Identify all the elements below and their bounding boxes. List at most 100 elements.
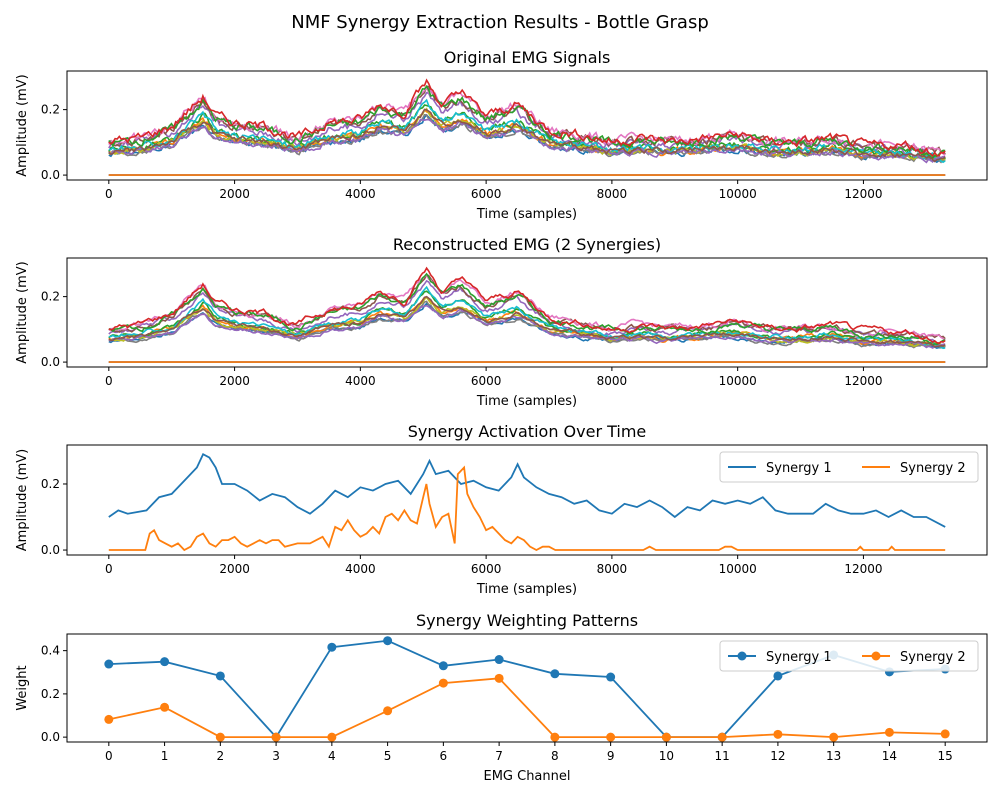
reconstructed-xtick-label: 2000 [219,374,250,388]
original-channel-15-line [108,108,946,163]
weights-xtick-label: 8 [551,749,559,763]
weights-xtick-label: 4 [328,749,336,763]
reconstructed-channel-9-line [108,285,946,350]
subplot-original-emg: Original EMG Signals 0 2000 4000 6000 8000 100… [15,48,988,222]
weights-xtick-label: 0 [105,749,113,763]
weights-ytick-label: 0.4 [41,644,60,658]
weights-frame [66,633,988,743]
weights-series-1-point [104,659,114,669]
weights-series-2-point [717,732,727,742]
original-xtick-label: 4000 [345,187,376,201]
weights-series-2-point [661,732,671,742]
reconstructed-xtick-label: 10000 [719,374,757,388]
weights-xtick-label: 7 [495,749,503,763]
reconstructed-ytick-label: 0.0 [41,355,60,369]
weights-series-1-point [606,672,616,682]
original-ylabel: Amplitude (mV) [15,74,30,176]
original-ytick-label: 0.2 [41,103,60,117]
weights-ytick-label: 0.2 [41,687,60,701]
weights-series-2-point [606,732,616,742]
weights-series-2-point [494,673,504,683]
weights-xtick-label: 6 [440,749,448,763]
original-xtick-label: 10000 [719,187,757,201]
weights-series-1-point [438,661,448,671]
original-ytick-label: 0.0 [41,168,60,182]
activation-xtick-label: 2000 [219,562,250,576]
subplot-reconstructed-emg: Reconstructed EMG (2 Synergies) 0 2000 4000… [15,235,988,409]
weights-legend-label: Synergy 2 [900,650,966,665]
activation-xtick-label: 6000 [471,562,502,576]
weights-xlabel: EMG Channel [483,769,570,784]
activation-legend-label: Synergy 1 [766,461,832,476]
reconstructed-xtick-label: 12000 [844,374,882,388]
weights-xtick-label: 11 [715,749,730,763]
reconstructed-xtick-label: 0 [105,374,113,388]
weights-series-2-point [327,732,337,742]
weights-series-2-point [438,678,448,688]
reconstructed-ytick-label: 0.2 [41,290,60,304]
activation-frame [66,444,988,556]
weights-series-1-point [550,669,560,679]
weights-series-1-point [773,671,783,681]
activation-xtick-label: 8000 [597,562,628,576]
original-xtick-label: 8000 [597,187,628,201]
weights-series-1-point [327,642,337,652]
reconstructed-channel-15-line [108,295,946,348]
original-xtick-label: 6000 [471,187,502,201]
weights-ytick-label: 0.0 [41,730,60,744]
activation-series-2-line [108,465,946,552]
weights-series-2-point [550,732,560,742]
activation-legend-label: Synergy 2 [900,461,966,476]
activation-ylabel: Amplitude (mV) [15,449,30,551]
activation-ytick-label: 0.0 [41,543,60,557]
weights-series-2-point [940,729,950,739]
weights-series-2-point [884,727,894,737]
weights-series-2-point [829,732,839,742]
weights-series-2-point [383,706,393,716]
weights-series-1-point [160,657,170,667]
activation-xtick-label: 4000 [345,562,376,576]
activation-xtick-label: 12000 [844,562,882,576]
weights-legend [719,640,979,672]
weights-title: Synergy Weighting Patterns [416,611,638,630]
original-channel-5-line [108,85,946,155]
weights-series-2-line [108,677,946,739]
original-channel-8-line [108,107,946,161]
original-channel-13-line [108,78,946,158]
activation-xlabel: Time (samples) [476,582,577,597]
weights-ylabel: Weight [15,665,30,710]
reconstructed-frame [66,257,988,368]
weights-legend-label: Synergy 1 [766,650,832,665]
weights-legend-marker [871,651,881,661]
activation-legend [719,451,979,483]
reconstructed-xtick-label: 4000 [345,374,376,388]
reconstructed-channel-13-line [108,266,946,345]
reconstructed-xtick-label: 8000 [597,374,628,388]
activation-series-1-line [108,452,946,528]
weights-legend-marker [737,651,747,661]
activation-ytick-label: 0.2 [41,477,60,491]
activation-xtick-label: 0 [105,562,113,576]
original-xtick-label: 12000 [844,187,882,201]
weights-series-1-point [215,671,225,681]
weights-series-2-point [104,714,114,724]
original-xtick-label: 0 [105,187,113,201]
weights-xtick-label: 1 [161,749,169,763]
original-frame [66,70,988,181]
activation-xtick-label: 10000 [719,562,757,576]
weights-series-2-point [773,729,783,739]
activation-title: Synergy Activation Over Time [408,422,647,441]
weights-xtick-label: 9 [607,749,615,763]
weights-series-1-point [383,636,393,646]
reconstructed-xlabel: Time (samples) [476,394,577,409]
weights-series-2-point [215,732,225,742]
weights-series-1-point [494,655,504,665]
original-channel-9-line [108,98,946,164]
reconstructed-title: Reconstructed EMG (2 Synergies) [393,235,661,254]
weights-xtick-label: 13 [826,749,841,763]
original-xtick-label: 2000 [219,187,250,201]
reconstructed-xtick-label: 6000 [471,374,502,388]
weights-xtick-label: 12 [770,749,785,763]
weights-xtick-label: 14 [882,749,897,763]
